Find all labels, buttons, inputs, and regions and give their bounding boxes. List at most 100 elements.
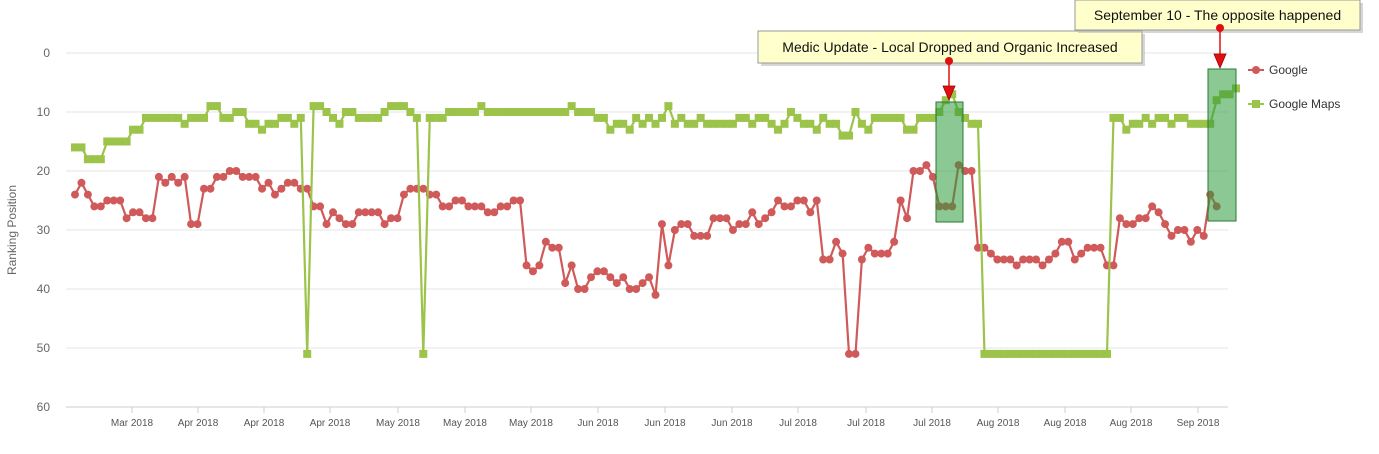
data-point[interactable] (1051, 249, 1060, 258)
data-point[interactable] (303, 184, 312, 193)
data-point[interactable] (141, 113, 150, 122)
data-point[interactable] (561, 279, 570, 288)
data-point[interactable] (96, 155, 105, 164)
data-point[interactable] (1148, 202, 1157, 211)
data-point[interactable] (1032, 255, 1041, 264)
data-point[interactable] (77, 178, 86, 187)
data-point[interactable] (728, 226, 737, 234)
data-point[interactable] (999, 349, 1008, 358)
data-point[interactable] (1064, 237, 1073, 246)
data-point[interactable] (612, 279, 621, 288)
data-point[interactable] (1148, 119, 1157, 128)
data-point[interactable] (567, 102, 576, 111)
data-point[interactable] (806, 208, 815, 217)
data-point[interactable] (329, 113, 337, 122)
data-point[interactable] (961, 113, 970, 122)
data-point[interactable] (574, 108, 583, 116)
data-point[interactable] (851, 108, 860, 116)
data-point[interactable] (896, 196, 905, 205)
data-point[interactable] (683, 220, 692, 229)
data-point[interactable] (1077, 249, 1086, 258)
data-point[interactable] (1109, 113, 1118, 122)
data-point[interactable] (896, 113, 905, 122)
data-point[interactable] (1096, 349, 1105, 358)
data-point[interactable] (96, 202, 105, 211)
data-point[interactable] (657, 220, 666, 229)
data-point[interactable] (393, 102, 402, 111)
data-point[interactable] (174, 178, 183, 187)
data-point[interactable] (322, 108, 331, 116)
data-point[interactable] (458, 196, 466, 205)
data-point[interactable] (948, 90, 957, 99)
data-point[interactable] (1090, 243, 1099, 252)
data-point[interactable] (890, 113, 899, 122)
data-point[interactable] (870, 113, 879, 122)
data-point[interactable] (890, 237, 899, 246)
data-point[interactable] (116, 196, 125, 205)
data-point[interactable] (296, 113, 305, 122)
data-point[interactable] (148, 214, 157, 223)
data-point[interactable] (1173, 226, 1182, 234)
data-point[interactable] (109, 196, 118, 205)
data-point[interactable] (490, 208, 499, 217)
data-point[interactable] (793, 113, 802, 122)
data-point[interactable] (554, 243, 563, 252)
data-point[interactable] (399, 102, 408, 111)
data-point[interactable] (129, 125, 138, 134)
data-point[interactable] (915, 113, 924, 122)
data-point[interactable] (464, 202, 473, 211)
data-point[interactable] (374, 113, 383, 122)
data-point[interactable] (735, 220, 744, 229)
data-point[interactable] (1128, 220, 1137, 229)
data-point[interactable] (670, 119, 679, 128)
data-point[interactable] (903, 125, 912, 134)
data-point[interactable] (212, 172, 221, 181)
data-point[interactable] (251, 172, 260, 181)
data-point[interactable] (1186, 119, 1195, 128)
data-point[interactable] (309, 102, 318, 111)
data-point[interactable] (238, 172, 247, 181)
data-point[interactable] (748, 208, 757, 217)
data-point[interactable] (283, 178, 292, 187)
data-point[interactable] (1161, 113, 1170, 122)
data-point[interactable] (1122, 220, 1131, 229)
data-point[interactable] (1128, 119, 1137, 128)
data-point[interactable] (761, 214, 770, 223)
data-point[interactable] (483, 208, 492, 217)
data-point[interactable] (941, 96, 950, 105)
data-point[interactable] (329, 208, 337, 217)
data-point[interactable] (980, 349, 989, 358)
data-point[interactable] (193, 220, 202, 229)
data-point[interactable] (690, 119, 699, 128)
data-point[interactable] (1180, 226, 1189, 234)
data-point[interactable] (470, 108, 479, 116)
data-point[interactable] (200, 113, 208, 122)
data-point[interactable] (412, 113, 421, 122)
data-point[interactable] (219, 113, 228, 122)
data-point[interactable] (1077, 349, 1086, 358)
data-point[interactable] (728, 119, 737, 128)
data-point[interactable] (974, 119, 982, 128)
data-point[interactable] (703, 231, 712, 240)
data-point[interactable] (496, 202, 505, 211)
data-point[interactable] (1141, 214, 1150, 223)
data-point[interactable] (1019, 349, 1028, 358)
data-point[interactable] (174, 113, 183, 122)
data-point[interactable] (277, 113, 286, 122)
data-point[interactable] (393, 214, 402, 223)
data-point[interactable] (264, 178, 273, 187)
data-point[interactable] (657, 113, 666, 122)
data-point[interactable] (1173, 113, 1182, 122)
data-point[interactable] (1180, 113, 1189, 122)
data-point[interactable] (528, 267, 537, 276)
data-point[interactable] (419, 184, 428, 193)
data-point[interactable] (690, 231, 699, 240)
data-point[interactable] (477, 202, 486, 211)
data-point[interactable] (1193, 226, 1202, 234)
data-point[interactable] (664, 102, 673, 111)
data-point[interactable] (290, 119, 299, 128)
data-point[interactable] (683, 119, 692, 128)
data-point[interactable] (774, 125, 783, 134)
data-point[interactable] (767, 119, 776, 128)
data-point[interactable] (380, 220, 389, 229)
